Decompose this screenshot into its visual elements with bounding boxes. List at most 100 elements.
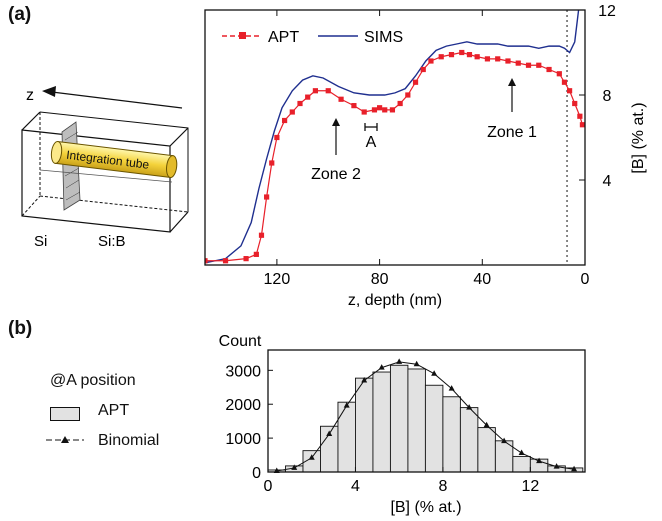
apt-point (397, 100, 403, 107)
apt-point (466, 52, 473, 58)
legend-b-title: @A position (50, 372, 136, 389)
apt-point (412, 79, 419, 85)
binomial-point (431, 370, 438, 376)
binomial-point (326, 430, 333, 437)
apt-point (289, 109, 295, 115)
apt-point (495, 56, 501, 62)
apt-point (515, 60, 521, 66)
y-tick-label-b: 3000 (225, 363, 261, 380)
y-axis-title-a: [B] (% at.) (630, 102, 647, 173)
apt-point (325, 88, 331, 94)
binomial-point (378, 364, 385, 370)
histogram-bar (512, 455, 531, 473)
apt-point (269, 160, 275, 166)
histogram-bar (337, 401, 356, 473)
binomial-point (518, 449, 525, 456)
tilted-plane-line (39, 169, 173, 183)
sib-label: Si:B (98, 233, 126, 250)
y-axis-title-b: Count (219, 333, 262, 350)
box-edge-br (169, 211, 189, 233)
x-tick-label-b: 8 (438, 478, 447, 495)
apt-point (253, 251, 259, 257)
apt-point (264, 194, 270, 200)
apt-point (505, 58, 511, 64)
x-axis-title-b: [B] (% at.) (390, 499, 461, 516)
binomial-point (483, 421, 490, 428)
legend-a: APT SIMS (222, 29, 403, 46)
zone2-arrow-head (332, 118, 340, 126)
plot-frame-a (204, 9, 586, 266)
apt-point (546, 66, 552, 73)
x-tick-label-a: 0 (581, 271, 590, 288)
apt-point (389, 107, 396, 113)
x-tick-label-a: 40 (473, 271, 491, 288)
apt-point (281, 117, 288, 124)
binomial-point (308, 454, 315, 460)
y-tick-label-b: 0 (252, 465, 261, 482)
box-edge-bl (21, 195, 41, 217)
apt-point (566, 88, 573, 94)
binomial-point (291, 464, 298, 470)
z-arrow (51, 91, 183, 109)
apt-point (459, 49, 465, 56)
apt-point (556, 71, 562, 77)
legend-apt-marker (239, 32, 246, 39)
histogram-bar (407, 368, 426, 473)
apt-point (297, 100, 303, 107)
apt-point (376, 105, 383, 111)
y-tick-label-a: 12 (598, 3, 616, 20)
y-tick-label-a: 8 (603, 88, 612, 105)
legend-b-apt-swatch (50, 407, 80, 421)
binomial-point (361, 377, 368, 383)
z-arrow-head (42, 86, 56, 97)
apt-point (243, 256, 249, 262)
apt-point (305, 94, 311, 100)
histogram-chart: 0 4 8 12 0 1000 2000 3000 Count [B] (% at.) (219, 333, 586, 516)
x-tick-label-b: 0 (264, 478, 273, 495)
y-tick-label-a: 4 (603, 173, 612, 190)
apt-point (351, 103, 357, 109)
box-edge-tr (169, 127, 189, 147)
histogram-bar (424, 384, 444, 473)
apt-point (536, 62, 542, 68)
zone1-label: Zone 1 (487, 124, 537, 141)
histogram-legend: @A position APT Binomial (36, 372, 206, 462)
tube-end-left (50, 140, 63, 164)
apt-point (361, 109, 367, 115)
plot-frame-b (267, 349, 586, 473)
x-tick-label-b: 12 (521, 478, 539, 495)
binomial-point (448, 385, 455, 391)
histogram-bar (372, 371, 391, 473)
legend-sims-label: SIMS (364, 29, 403, 46)
apt-point (205, 258, 208, 264)
apt-point (222, 258, 229, 264)
histogram-bar (459, 407, 479, 473)
tube-end-right (166, 155, 178, 178)
legend-b-binomial-symbol (46, 436, 84, 443)
sims-line (205, 10, 580, 264)
apt-point (371, 107, 378, 113)
x-tick-label-a: 80 (371, 271, 389, 288)
binomial-point (501, 437, 508, 444)
apt-line (205, 51, 584, 262)
apt-point (579, 122, 585, 128)
apt-point (420, 66, 426, 73)
x-axis-title-a: z, depth (nm) (348, 292, 442, 309)
apt-point (405, 92, 411, 98)
binomial-point (343, 402, 350, 408)
apt-point (448, 52, 455, 58)
apt-point (274, 134, 280, 141)
binomial-point (466, 404, 473, 410)
zone2-label: Zone 2 (311, 166, 361, 183)
histogram-bar (442, 396, 461, 473)
apt-point (561, 79, 568, 85)
histogram-bar (389, 364, 409, 473)
x-tick-label-b: 4 (351, 478, 360, 495)
apt-point (525, 62, 532, 68)
binomial-point (536, 457, 543, 464)
binomial-point (413, 360, 420, 367)
legend-apt-label: APT (268, 29, 299, 46)
a-marker-label: A (366, 134, 377, 151)
apt-point (474, 54, 480, 60)
binomial-point (553, 463, 560, 469)
